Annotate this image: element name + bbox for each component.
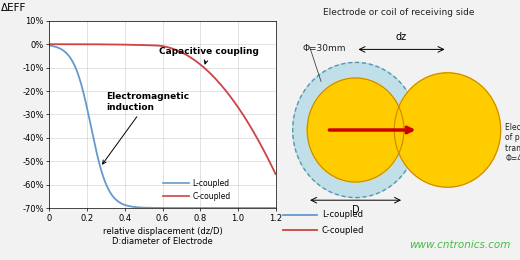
Text: L-coupled: L-coupled xyxy=(193,179,230,188)
Text: Electrode or coil
of power
tranmitting side
Φ=40mm: Electrode or coil of power tranmitting s… xyxy=(505,123,520,163)
Circle shape xyxy=(394,73,501,187)
Text: Electromagnetic
induction: Electromagnetic induction xyxy=(102,92,189,164)
Text: Electrode or coil of receiving side: Electrode or coil of receiving side xyxy=(323,8,475,17)
Circle shape xyxy=(307,78,404,182)
Text: D: D xyxy=(352,205,359,215)
Text: Φ=30mm: Φ=30mm xyxy=(303,44,346,53)
Text: www.cntronics.com: www.cntronics.com xyxy=(409,240,510,250)
Circle shape xyxy=(293,62,419,198)
Text: C-coupled: C-coupled xyxy=(322,226,364,235)
X-axis label: relative displacement (dz/D)
D:diameter of Electrode: relative displacement (dz/D) D:diameter … xyxy=(102,227,223,246)
Text: L-coupled: L-coupled xyxy=(322,210,363,219)
Text: Capacitive coupling: Capacitive coupling xyxy=(159,47,258,64)
Text: C-coupled: C-coupled xyxy=(193,192,231,201)
Y-axis label: ΔEFF: ΔEFF xyxy=(1,3,26,13)
Text: dz: dz xyxy=(396,32,407,42)
